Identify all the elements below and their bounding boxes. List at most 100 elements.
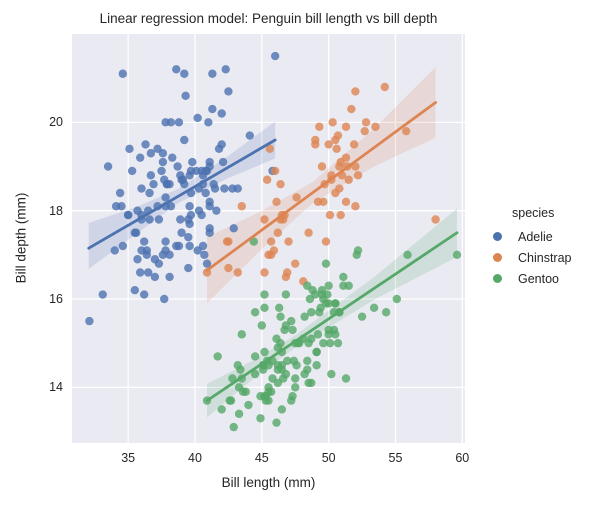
scatter-point-adelie bbox=[158, 157, 168, 167]
scatter-point-adelie bbox=[165, 250, 174, 260]
scatter-point-chinstrap bbox=[328, 118, 337, 127]
scatter-point-adelie bbox=[205, 202, 214, 211]
scatter-point-gentoo bbox=[291, 374, 300, 383]
scatter-point-gentoo bbox=[281, 369, 291, 379]
scatter-point-adelie bbox=[161, 237, 170, 246]
scatter-point-gentoo bbox=[327, 369, 336, 379]
x-tick-label: 40 bbox=[188, 451, 202, 465]
scatter-point-adelie bbox=[184, 232, 193, 242]
legend-label: Chinstrap bbox=[518, 250, 572, 265]
scatter-point-chinstrap bbox=[291, 259, 300, 268]
scatter-point-gentoo bbox=[323, 290, 332, 299]
y-tick-label: 16 bbox=[49, 292, 63, 306]
scatter-point-adelie bbox=[172, 65, 181, 74]
scatter-point-gentoo bbox=[403, 250, 412, 260]
legend-item-gentoo: Gentoo bbox=[487, 268, 602, 289]
x-tick-label: 50 bbox=[321, 451, 336, 465]
scatter-point-gentoo bbox=[305, 294, 315, 304]
scatter-point-adelie bbox=[166, 118, 176, 127]
scatter-point-chinstrap bbox=[324, 140, 333, 149]
scatter-point-adelie bbox=[154, 259, 164, 268]
scatter-point-gentoo bbox=[353, 246, 363, 255]
scatter-point-adelie bbox=[208, 104, 217, 114]
scatter-point-gentoo bbox=[277, 405, 287, 414]
scatter-point-chinstrap bbox=[319, 197, 328, 207]
scatter-point-gentoo bbox=[236, 365, 245, 374]
scatter-point-chinstrap bbox=[311, 135, 320, 145]
scatter-point-gentoo bbox=[325, 338, 335, 348]
scatter-point-gentoo bbox=[287, 316, 296, 326]
scatter-point-chinstrap bbox=[380, 82, 389, 92]
scatter-point-gentoo bbox=[260, 303, 269, 313]
scatter-point-adelie bbox=[205, 157, 214, 167]
scatter-point-chinstrap bbox=[276, 179, 285, 189]
scatter-point-gentoo bbox=[250, 369, 260, 379]
scatter-point-chinstrap bbox=[401, 126, 411, 136]
scatter-point-gentoo bbox=[303, 365, 312, 374]
scatter-point-adelie bbox=[135, 153, 145, 162]
legend-marker-icon bbox=[493, 253, 502, 262]
scatter-point-chinstrap bbox=[262, 175, 272, 184]
scatter-point-gentoo bbox=[344, 281, 353, 290]
scatter-point-adelie bbox=[103, 162, 113, 171]
scatter-point-chinstrap bbox=[265, 144, 275, 154]
scatter-point-chinstrap bbox=[321, 237, 331, 246]
y-tick-label: 20 bbox=[49, 115, 63, 130]
scatter-point-chinstrap bbox=[347, 104, 356, 114]
scatter-point-gentoo bbox=[260, 347, 269, 357]
scatter-point-gentoo bbox=[250, 308, 260, 317]
scatter-point-gentoo bbox=[237, 330, 246, 339]
regression-line-gentoo bbox=[205, 231, 459, 403]
y-tick-label: 18 bbox=[49, 203, 63, 218]
scatter-point-adelie bbox=[146, 149, 156, 158]
scatter-point-adelie bbox=[218, 157, 228, 167]
x-axis-label: Bill length (mm) bbox=[221, 475, 316, 490]
scatter-point-chinstrap bbox=[260, 215, 269, 224]
x-tick-label: 55 bbox=[388, 451, 403, 465]
scatter-point-gentoo bbox=[303, 356, 312, 366]
x-tick-label: 35 bbox=[121, 451, 136, 465]
scatter-point-adelie bbox=[172, 241, 181, 251]
scatter-point-adelie bbox=[85, 316, 94, 326]
scatter-point-gentoo bbox=[288, 325, 297, 335]
legend-marker-icon bbox=[493, 274, 502, 283]
scatter-point-adelie bbox=[210, 184, 220, 193]
scatter-point-adelie bbox=[202, 259, 212, 268]
scatter-point-gentoo bbox=[339, 272, 348, 282]
scatter-point-gentoo bbox=[264, 361, 273, 370]
scatter-point-gentoo bbox=[287, 396, 296, 405]
scatter-point-gentoo bbox=[312, 347, 321, 357]
scatter-point-gentoo bbox=[357, 312, 367, 321]
legend-label: Gentoo bbox=[518, 271, 560, 286]
scatter-point-gentoo bbox=[229, 422, 238, 432]
scatter-point-adelie bbox=[221, 65, 230, 74]
scatter-point-adelie bbox=[149, 179, 158, 189]
scatter-point-gentoo bbox=[291, 383, 300, 392]
scatter-point-chinstrap bbox=[224, 237, 233, 246]
scatter-point-gentoo bbox=[257, 321, 267, 330]
scatter-point-adelie bbox=[146, 171, 156, 180]
scatter-point-adelie bbox=[201, 166, 210, 176]
scatter-point-adelie bbox=[137, 246, 146, 255]
scatter-point-gentoo bbox=[273, 378, 283, 388]
scatter-point-adelie bbox=[110, 246, 119, 255]
scatter-point-gentoo bbox=[249, 237, 258, 246]
scatter-point-gentoo bbox=[226, 396, 236, 405]
scatter-point-gentoo bbox=[234, 383, 244, 392]
scatter-point-chinstrap bbox=[224, 263, 233, 273]
scatter-point-adelie bbox=[188, 157, 197, 167]
x-tick-label: 60 bbox=[455, 451, 470, 465]
scatter-point-gentoo bbox=[313, 330, 323, 339]
scatter-point-gentoo bbox=[331, 299, 340, 308]
scatter-point-gentoo bbox=[321, 299, 331, 308]
scatter-point-chinstrap bbox=[317, 162, 327, 171]
scatter-point-chinstrap bbox=[335, 162, 344, 171]
scatter-point-gentoo bbox=[369, 303, 379, 313]
scatter-point-gentoo bbox=[273, 365, 283, 374]
scatter-point-chinstrap bbox=[336, 210, 345, 220]
chart-title: Linear regression model: Penguin bill le… bbox=[99, 11, 438, 26]
scatter-point-adelie bbox=[133, 255, 142, 264]
scatter-point-adelie bbox=[143, 268, 153, 277]
scatter-point-adelie bbox=[173, 162, 182, 171]
